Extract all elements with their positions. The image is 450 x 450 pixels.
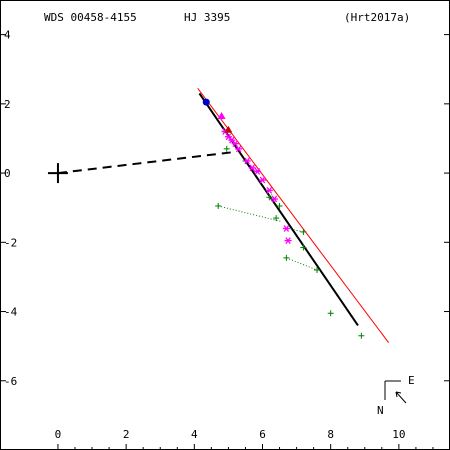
y-tick-label: -4 bbox=[4, 306, 18, 319]
data-point-asterisk bbox=[282, 225, 290, 232]
residual-line bbox=[268, 193, 274, 198]
reference-label: (Hrt2017a) bbox=[344, 11, 410, 24]
star-name-label: HJ 3395 bbox=[184, 11, 230, 24]
data-point-plus bbox=[314, 267, 321, 273]
x-tick-label: 2 bbox=[123, 428, 130, 441]
residual-line bbox=[218, 205, 282, 223]
data-point-asterisk bbox=[270, 195, 278, 203]
residual-line bbox=[286, 257, 318, 271]
x-tick-label: 6 bbox=[259, 428, 266, 441]
y-tick-label: 4 bbox=[4, 29, 11, 42]
data-point-plus bbox=[283, 254, 290, 261]
y-tick-label: -2 bbox=[4, 236, 17, 249]
data-point-asterisk bbox=[253, 167, 261, 175]
data-point-plus bbox=[276, 202, 283, 209]
wds-label: WDS 00458-4155 bbox=[44, 11, 137, 24]
x-tick-label: 4 bbox=[191, 428, 198, 441]
data-point-plus bbox=[223, 145, 230, 152]
x-tick-label: 10 bbox=[392, 428, 405, 441]
data-point-triangle bbox=[217, 111, 226, 119]
data-point-plus bbox=[358, 332, 365, 339]
data-point-plus bbox=[273, 215, 280, 222]
compass-east-label: E bbox=[408, 374, 415, 387]
data-point-asterisk bbox=[259, 176, 266, 184]
data-point-plus bbox=[300, 228, 307, 235]
data-point-asterisk bbox=[231, 140, 239, 148]
data-point-asterisk bbox=[248, 164, 256, 172]
y-tick-label: 2 bbox=[4, 98, 11, 111]
y-tick-label: -6 bbox=[4, 375, 17, 388]
data-point-plus bbox=[300, 244, 307, 251]
data-point-asterisk bbox=[284, 237, 292, 244]
data-point-asterisk bbox=[224, 133, 232, 141]
motion-arrow-icon bbox=[395, 391, 407, 404]
data-point-plus bbox=[327, 310, 334, 317]
data-point-asterisk bbox=[243, 157, 251, 165]
compass-north-label: N bbox=[377, 404, 384, 417]
data-point-circle bbox=[202, 98, 210, 106]
data-point-asterisk bbox=[265, 187, 273, 194]
x-tick-label: 0 bbox=[55, 428, 62, 441]
data-point-asterisk bbox=[235, 145, 243, 153]
data-point-asterisk bbox=[228, 136, 236, 144]
data-point-triangle bbox=[224, 125, 233, 133]
data-point-plus bbox=[215, 202, 222, 209]
data-point-plus bbox=[266, 194, 273, 201]
x-tick-label: 8 bbox=[327, 428, 334, 441]
compass: E N bbox=[377, 374, 415, 417]
y-tick-label: 0 bbox=[4, 167, 11, 180]
